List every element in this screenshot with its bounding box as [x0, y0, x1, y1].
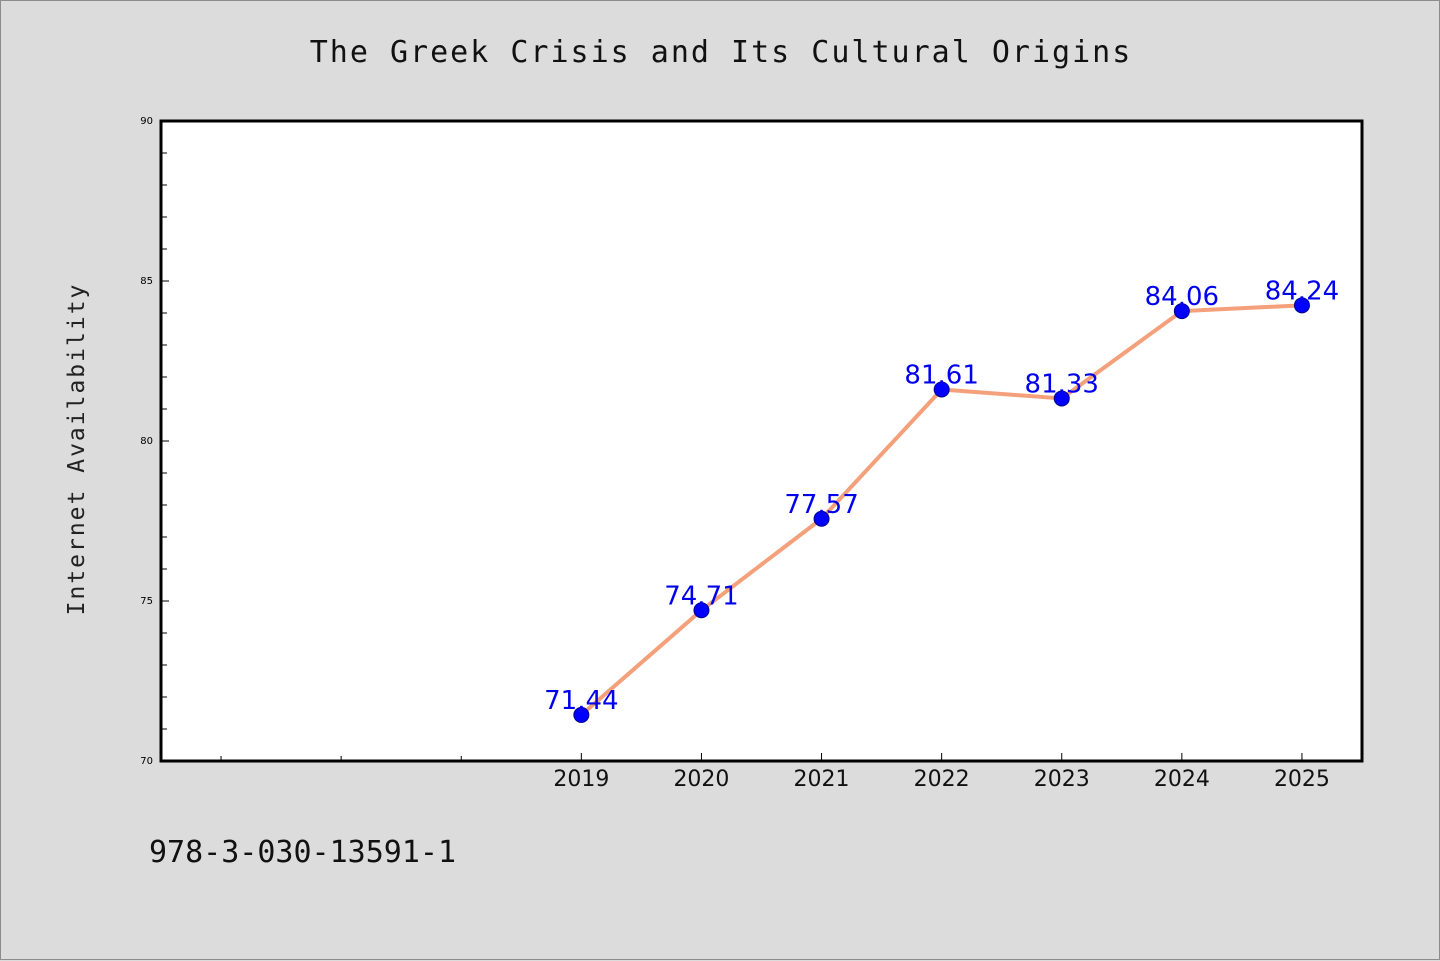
- x-tick-label: 2024: [1154, 767, 1210, 792]
- x-tick-label: 2025: [1274, 767, 1330, 792]
- data-label: 81.33: [1025, 369, 1099, 399]
- y-tick-label: 75: [140, 596, 153, 607]
- data-point: [693, 602, 710, 619]
- x-tick-label: 2019: [553, 767, 609, 792]
- plot-border: [159, 119, 1364, 763]
- y-tick-label: 90: [140, 116, 153, 127]
- isbn-text: 978-3-030-13591-1: [149, 835, 457, 870]
- x-tick-label: 2023: [1034, 767, 1090, 792]
- data-point: [933, 381, 950, 398]
- data-point: [1293, 297, 1310, 314]
- x-tick-label: 2021: [794, 767, 850, 792]
- data-label: 81.61: [904, 360, 978, 390]
- data-point: [573, 706, 590, 723]
- data-point: [813, 510, 830, 527]
- chart-title: The Greek Crisis and Its Cultural Origin…: [309, 35, 1133, 70]
- data-point: [1053, 390, 1070, 407]
- data-label: 84.24: [1265, 276, 1339, 306]
- data-label: 77.57: [784, 490, 858, 520]
- data-label: 84.06: [1145, 282, 1219, 312]
- data-label: 74.71: [664, 581, 738, 611]
- data-label: 71.44: [544, 686, 618, 716]
- y-tick-label: 85: [140, 276, 153, 287]
- y-tick-label: 70: [140, 756, 153, 767]
- x-tick-label: 2020: [673, 767, 729, 792]
- plot-area: [161, 121, 1362, 761]
- y-tick-label: 80: [140, 436, 153, 447]
- data-point: [1173, 303, 1190, 320]
- x-tick-label: 2022: [914, 767, 970, 792]
